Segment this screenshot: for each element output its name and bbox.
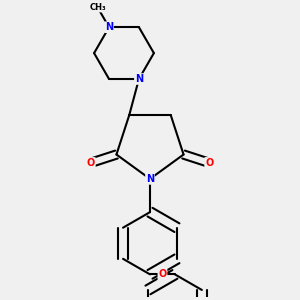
Text: CH₃: CH₃	[89, 3, 106, 12]
Text: O: O	[158, 269, 166, 279]
Text: N: N	[135, 74, 143, 84]
Text: O: O	[205, 158, 213, 168]
Text: O: O	[87, 158, 95, 168]
Text: N: N	[105, 22, 113, 32]
Text: N: N	[146, 174, 154, 184]
